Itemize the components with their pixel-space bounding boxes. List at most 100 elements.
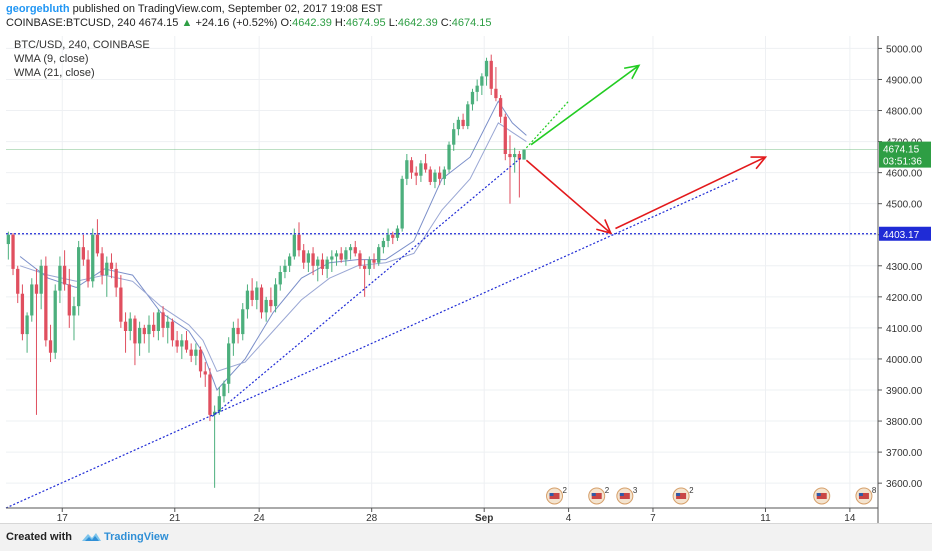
- candle-body-up: [25, 315, 29, 335]
- price-change: +24.16 (+0.52%): [195, 17, 278, 29]
- symbol-line: COINBASE:BTCUSD, 240: [6, 17, 136, 29]
- candle-body-down: [269, 299, 273, 307]
- wma-lines: [19, 100, 527, 391]
- candle-body-up: [292, 234, 296, 257]
- last-price: 4674.15: [138, 17, 179, 29]
- time-tick-label: 11: [760, 513, 771, 523]
- event-badge-count: 8: [872, 486, 877, 495]
- candle-body-down: [86, 259, 90, 282]
- price-tick-label: 3900.00: [886, 386, 923, 397]
- time-tick-label: 17: [57, 513, 69, 523]
- candle-body-up: [447, 144, 451, 170]
- drawings: [5, 64, 878, 509]
- candle-body-up: [405, 160, 409, 179]
- tradingview-brand-link[interactable]: TradingView: [104, 531, 169, 543]
- flag-canton-icon: [676, 493, 681, 496]
- trend-line: [211, 156, 523, 417]
- candle-body-down: [203, 371, 207, 375]
- candle-body-down: [489, 60, 493, 89]
- candle-body-up: [273, 284, 278, 307]
- candle-body-up: [348, 247, 353, 251]
- candle-body-down: [302, 250, 306, 263]
- arrow-line: [525, 159, 612, 234]
- candle-body-down: [48, 340, 53, 353]
- candle-body-up: [156, 312, 161, 331]
- candle-body-down: [259, 287, 264, 313]
- candle-body-down: [494, 88, 498, 99]
- candle-body-down: [339, 253, 343, 260]
- candle-body-down: [358, 253, 362, 266]
- author-name[interactable]: georgebluth: [6, 3, 70, 15]
- published-text: published on TradingView.com, September …: [72, 3, 383, 15]
- candle-body-down: [142, 327, 146, 335]
- candle-body-down: [175, 340, 179, 347]
- price-tick-label: 4500.00: [886, 200, 923, 211]
- candle-body-up: [484, 60, 489, 77]
- candle-body-down: [189, 349, 193, 356]
- candle-body-up: [39, 265, 43, 294]
- open-label: O:: [280, 17, 293, 29]
- legend-wma21: WMA (21, close): [14, 67, 95, 79]
- price-tick-label: 5000.00: [886, 44, 923, 55]
- candle-body-down: [11, 234, 15, 269]
- candle-body-down: [95, 234, 100, 254]
- flag-icon: [549, 493, 560, 499]
- candle-body-down: [409, 160, 414, 173]
- candle-body-up: [77, 247, 81, 307]
- candle-body-down: [363, 265, 367, 269]
- event-badges[interactable]: 2 2 3 2 8: [546, 486, 877, 505]
- candle-body-down: [503, 116, 507, 154]
- support-price-box: [879, 226, 931, 241]
- price-axis-panel: [878, 0, 932, 523]
- arrow-head: [596, 219, 613, 235]
- arrow-head: [750, 156, 768, 170]
- candle-body-up: [480, 76, 484, 86]
- flag-canton-icon: [858, 493, 863, 496]
- candle-body-down: [320, 259, 325, 269]
- candle-body-up: [241, 309, 245, 335]
- flag-icon: [591, 493, 602, 499]
- candles: [6, 54, 526, 488]
- axes: 5000.004900.004800.004700.004600.004500.…: [6, 0, 932, 523]
- candle-body-up: [442, 169, 446, 179]
- flag-icon: [619, 493, 630, 499]
- price-tick-label: 4600.00: [886, 169, 923, 180]
- candle-body-down: [170, 321, 175, 341]
- open-value: 4642.39: [292, 17, 332, 29]
- high-value: 4674.95: [345, 17, 386, 29]
- time-tick-label: 14: [844, 513, 856, 523]
- candle-body-down: [34, 284, 39, 294]
- legend-wma9: WMA (9, close): [14, 53, 89, 65]
- candle-body-up: [58, 265, 62, 291]
- candle-body-up: [475, 85, 479, 92]
- candle-body-down: [353, 247, 357, 254]
- price-tick-label: 4000.00: [886, 355, 923, 366]
- candle-body-up: [264, 299, 268, 313]
- event-badge-count: 2: [605, 486, 610, 495]
- flag-icon: [816, 493, 827, 499]
- candle-body-up: [377, 247, 381, 263]
- candle-body-up: [6, 234, 10, 245]
- candle-body-up: [128, 318, 132, 331]
- time-tick-label: 7: [650, 513, 656, 523]
- publish-line: georgebluth published on TradingView.com…: [6, 3, 382, 15]
- candle-body-down: [184, 340, 189, 350]
- bar-countdown-label: 03:51:36: [883, 157, 922, 168]
- flag-canton-icon: [591, 493, 596, 496]
- candle-body-up: [72, 306, 76, 316]
- chart-grid: [6, 36, 878, 508]
- candle-body-up: [105, 262, 109, 276]
- flag-canton-icon: [549, 493, 554, 496]
- price-tick-label: 3800.00: [886, 417, 923, 428]
- candle-body-up: [137, 327, 142, 344]
- candle-body-down: [152, 324, 156, 331]
- candle-body-down: [100, 253, 104, 276]
- chart-header: georgebluth published on TradingView.com…: [0, 0, 932, 30]
- event-badge-count: 3: [633, 486, 638, 495]
- tradingview-cloud-icon[interactable]: [80, 530, 102, 544]
- candle-body-down: [44, 265, 48, 341]
- candle-body-down: [123, 321, 128, 331]
- candle-body-up: [194, 349, 198, 356]
- price-tick-label: 4100.00: [886, 324, 923, 335]
